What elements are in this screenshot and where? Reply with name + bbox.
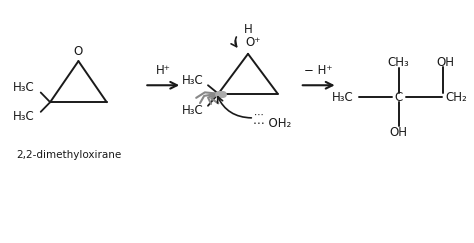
- Text: CH₂: CH₂: [446, 91, 468, 104]
- Text: ⋯ OH₂: ⋯ OH₂: [253, 117, 291, 130]
- Text: O: O: [74, 45, 83, 58]
- Text: CH₃: CH₃: [388, 56, 410, 69]
- Text: H: H: [244, 23, 252, 36]
- Text: H₃C: H₃C: [12, 110, 34, 123]
- Text: C: C: [395, 91, 403, 104]
- Text: ⋯: ⋯: [254, 110, 263, 120]
- Text: OH: OH: [390, 126, 408, 139]
- Text: − H⁺: − H⁺: [304, 64, 333, 77]
- Text: H₃C: H₃C: [12, 81, 34, 94]
- Text: 2,2-dimethyloxirane: 2,2-dimethyloxirane: [17, 150, 122, 160]
- Text: H₃C: H₃C: [182, 104, 204, 117]
- Text: OH: OH: [437, 56, 455, 69]
- Text: O⁺: O⁺: [245, 36, 260, 50]
- Text: H₃C: H₃C: [332, 91, 354, 104]
- Text: H⁺: H⁺: [156, 64, 171, 77]
- Text: H₃C: H₃C: [182, 74, 204, 87]
